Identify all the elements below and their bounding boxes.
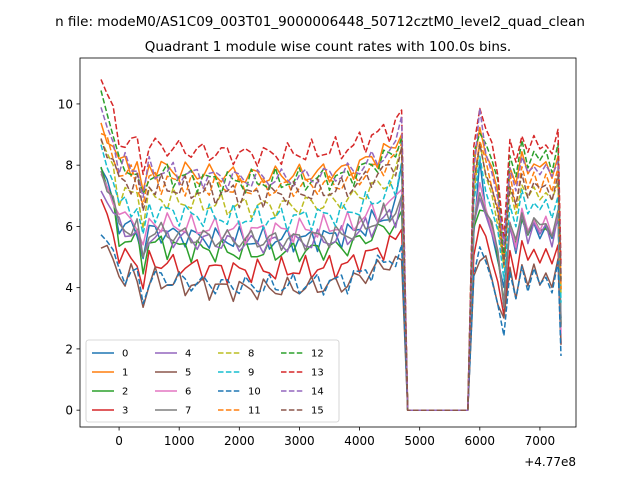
series-14-line xyxy=(100,107,562,411)
series-3-line xyxy=(100,198,562,411)
legend-label-9: 9 xyxy=(248,368,254,379)
legend-label-12: 12 xyxy=(311,349,324,360)
legend-label-14: 14 xyxy=(311,387,324,398)
legend-label-3: 3 xyxy=(122,406,128,417)
series-8-line xyxy=(100,139,562,411)
x-tick-label: 1000 xyxy=(164,434,195,448)
legend-label-5: 5 xyxy=(185,368,191,379)
axes-frame xyxy=(79,57,577,428)
x-tick-label: 2000 xyxy=(224,434,255,448)
x-tick-label: 6000 xyxy=(465,434,496,448)
x-tick-label: 7000 xyxy=(525,434,556,448)
y-tick-label: 6 xyxy=(65,220,73,234)
legend-label-7: 7 xyxy=(185,406,191,417)
x-offset-label: +4.77e8 xyxy=(524,455,576,469)
y-axis: 0 2 4 6 8 10 xyxy=(58,97,80,418)
series-9-line xyxy=(100,144,562,411)
series-6-line xyxy=(100,173,562,411)
x-tick-label: 3000 xyxy=(284,434,315,448)
x-tick-label: 4000 xyxy=(344,434,375,448)
suptitle: n file: modeM0/AS1C09_003T01_9000006448_… xyxy=(55,14,585,30)
legend-label-6: 6 xyxy=(185,387,191,398)
series-10-line xyxy=(100,234,562,411)
x-tick-label: 5000 xyxy=(404,434,435,448)
x-axis: 0 1000 2000 3000 4000 5000 6000 7000 xyxy=(115,427,555,448)
y-tick-label: 8 xyxy=(65,159,73,173)
chart-title: Quadrant 1 module wise count rates with … xyxy=(145,39,511,55)
legend-label-0: 0 xyxy=(122,349,128,360)
legend-label-13: 13 xyxy=(311,368,324,379)
y-tick-label: 10 xyxy=(58,97,73,111)
legend-label-4: 4 xyxy=(185,349,191,360)
legend-label-15: 15 xyxy=(311,406,324,417)
series-13-line xyxy=(100,79,562,411)
legend-label-8: 8 xyxy=(248,349,254,360)
y-tick-label: 4 xyxy=(65,281,73,295)
series-4-line xyxy=(100,190,562,411)
series-15-line xyxy=(100,138,562,411)
y-tick-label: 2 xyxy=(65,342,73,356)
series-7-line xyxy=(100,170,562,411)
legend-frame xyxy=(85,339,340,423)
x-tick-label: 0 xyxy=(115,434,123,448)
legend-label-1: 1 xyxy=(122,368,128,379)
legend-label-10: 10 xyxy=(248,387,261,398)
legend-label-2: 2 xyxy=(122,387,128,398)
legend-label-11: 11 xyxy=(248,406,261,417)
y-tick-label: 0 xyxy=(65,404,73,418)
plot-area xyxy=(100,79,562,411)
